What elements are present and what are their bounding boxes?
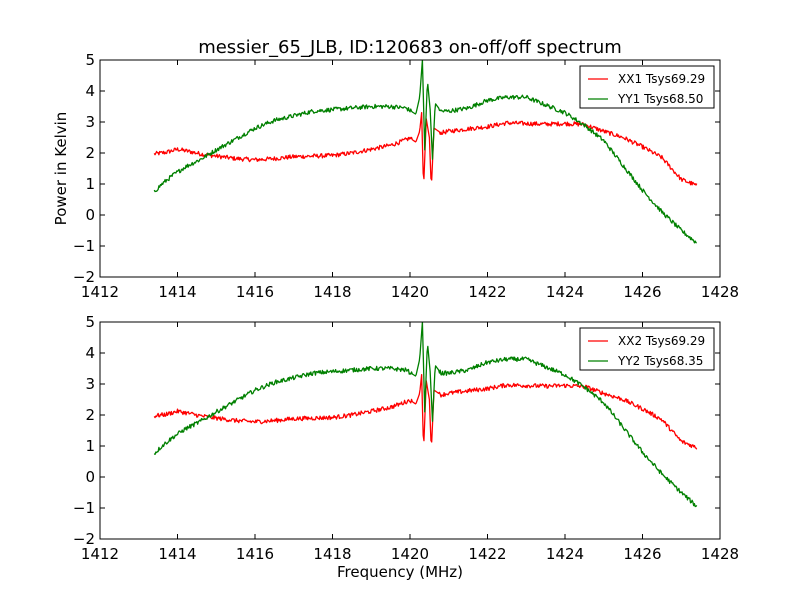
x-tick-label: 1418 bbox=[313, 545, 351, 563]
y-tick-label: 1 bbox=[85, 175, 95, 193]
x-tick-label: 1414 bbox=[158, 283, 196, 301]
top-spectrum-panel: 1412 1414 1416 1418 1420 1422 1424 1426 1428 5 4 3 2… bbox=[52, 51, 739, 301]
y-tick-label: 3 bbox=[85, 113, 95, 131]
y-tick-label: 3 bbox=[85, 375, 95, 393]
series-line-yy bbox=[153, 322, 698, 508]
x-tick-label: 1412 bbox=[81, 545, 119, 563]
legend-entry-label: YY2 Tsys68.35 bbox=[617, 354, 703, 368]
y-tick-label: 4 bbox=[85, 82, 95, 100]
x-tick-label: 1424 bbox=[546, 545, 584, 563]
plot-area bbox=[153, 322, 698, 508]
y-tick-label: 0 bbox=[85, 468, 95, 486]
y-tick-label: 4 bbox=[85, 344, 95, 362]
bottom-spectrum-panel: 1412 1414 1416 1418 1420 1422 1424 1426 1428 5 4 3 2… bbox=[73, 313, 739, 581]
legend-entry-label: YY1 Tsys68.50 bbox=[617, 92, 703, 106]
x-tick-label: 1412 bbox=[81, 283, 119, 301]
x-tick-label: 1426 bbox=[623, 283, 661, 301]
x-tick-label: 1422 bbox=[468, 283, 506, 301]
x-tick-label: 1424 bbox=[546, 283, 584, 301]
y-axis-label: Power in Kelvin bbox=[52, 112, 70, 226]
x-tick-label: 1426 bbox=[623, 545, 661, 563]
plot-area bbox=[153, 60, 698, 244]
figure-title: messier_65_JLB, ID:120683 on-off/off spe… bbox=[198, 37, 622, 58]
legend-box bbox=[579, 327, 715, 371]
y-tick-label: 5 bbox=[85, 51, 95, 69]
x-tick-label: 1418 bbox=[313, 283, 351, 301]
x-tick-label: 1428 bbox=[701, 283, 739, 301]
y-tick-label: 1 bbox=[85, 437, 95, 455]
y-tick-label: 2 bbox=[85, 406, 95, 424]
y-tick-label: −1 bbox=[73, 237, 95, 255]
x-tick-label: 1416 bbox=[236, 283, 274, 301]
y-tick-label: −2 bbox=[73, 268, 95, 286]
y-tick-label: 5 bbox=[85, 313, 95, 331]
legend-entry-label: XX2 Tsys69.29 bbox=[618, 334, 705, 348]
y-tick-label: 0 bbox=[85, 206, 95, 224]
y-tick-label: −2 bbox=[73, 530, 95, 548]
legend-entry-label: XX1 Tsys69.29 bbox=[618, 72, 705, 86]
x-tick-label: 1414 bbox=[158, 545, 196, 563]
x-tick-label: 1420 bbox=[391, 283, 429, 301]
y-tick-label: 2 bbox=[85, 144, 95, 162]
legend: XX2 Tsys69.29 YY2 Tsys68.35 bbox=[579, 327, 715, 371]
x-axis-label: Frequency (MHz) bbox=[337, 563, 463, 581]
legend-box bbox=[579, 65, 715, 109]
y-tick-label: −1 bbox=[73, 499, 95, 517]
legend: XX1 Tsys69.29 YY1 Tsys68.50 bbox=[579, 65, 715, 109]
x-tick-label: 1416 bbox=[236, 545, 274, 563]
x-tick-label: 1420 bbox=[391, 545, 429, 563]
x-tick-label: 1428 bbox=[701, 545, 739, 563]
x-tick-label: 1422 bbox=[468, 545, 506, 563]
series-line-yy bbox=[153, 60, 697, 244]
